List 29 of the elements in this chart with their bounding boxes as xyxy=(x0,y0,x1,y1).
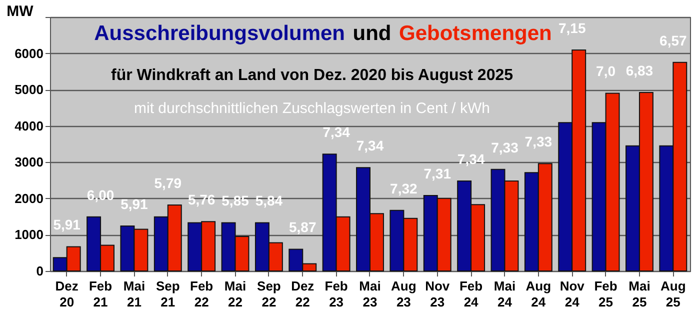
x-tick-label: Feb 22 xyxy=(190,278,214,310)
y-tick-label: 0 xyxy=(36,264,44,278)
x-tick-label: Feb 23 xyxy=(324,278,348,310)
x-tick-label: Mai 25 xyxy=(628,278,650,310)
x-tick-label: Sep 22 xyxy=(257,278,281,310)
y-tick-label: 5000 xyxy=(14,82,44,98)
x-tick-label: Aug 25 xyxy=(660,278,686,310)
x-tick-label: Nov 23 xyxy=(425,278,450,310)
y-tick-label: 6000 xyxy=(14,46,44,61)
y-tick-label: 2000 xyxy=(14,190,44,206)
x-tick-label: Feb 24 xyxy=(459,278,483,310)
y-axis-title: MW xyxy=(6,3,34,20)
y-tick-label: 3000 xyxy=(14,154,44,170)
x-tick-label: Feb 21 xyxy=(88,278,112,310)
text: für Windkraft an Land von Dez. 2020 bis August 2025 xyxy=(110,67,514,84)
x-tick-label: Aug 24 xyxy=(526,278,552,310)
x-tick-label: Mai 23 xyxy=(359,278,381,310)
x-tick-label: Aug 23 xyxy=(391,278,416,310)
x-tick-label: Mai 22 xyxy=(224,278,246,310)
y-tick-label: 4000 xyxy=(14,118,44,134)
x-tick-label: Sep 21 xyxy=(156,278,180,310)
x-tick-label: Dez 22 xyxy=(291,278,315,310)
x-tick-label: Feb 25 xyxy=(594,278,618,310)
chart-title: Ausschreibungsvolumen und Gebotsmengen xyxy=(94,22,552,45)
y-tick-label: 1000 xyxy=(14,227,44,242)
x-tick-label: Mai 24 xyxy=(494,278,516,310)
x-tick-label: Mai 21 xyxy=(123,278,146,310)
x-tick-label: Dez 20 xyxy=(55,278,79,310)
x-tick-label: Nov 24 xyxy=(560,278,586,310)
